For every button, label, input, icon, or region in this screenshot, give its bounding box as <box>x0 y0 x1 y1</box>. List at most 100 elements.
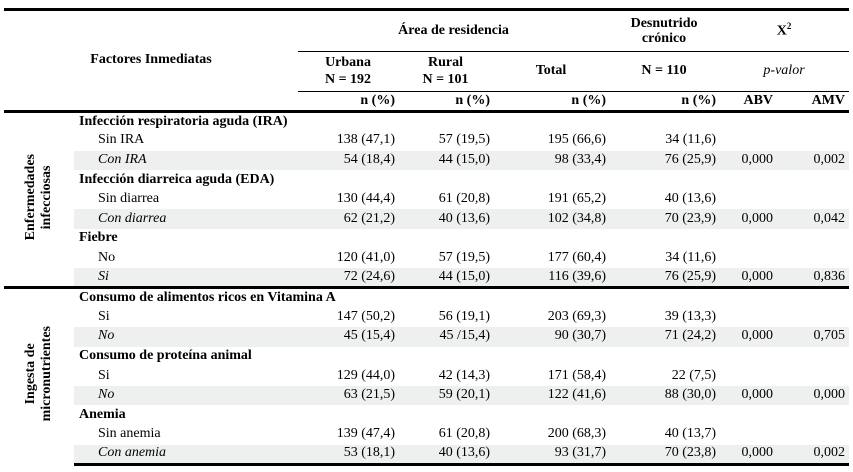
value-cell <box>719 366 781 386</box>
value-cell <box>781 249 849 269</box>
desnutrido-cronico-group-header: Desnutrido crónico <box>609 8 720 52</box>
value-cell: 147 (50,2) <box>336 308 396 324</box>
row-label-cell: Con anemia <box>74 444 299 466</box>
value-cell: 0,000 <box>719 268 782 288</box>
group-title-cell: Anemia <box>79 406 126 422</box>
table-row: No 120 (41,0) 57 (19,5) 177 (60,4) 34 (11,6) <box>4 249 849 269</box>
abv-column-header: ABV <box>719 91 782 113</box>
value-cell: 59 (20,1) <box>398 385 494 406</box>
table-row: Con anemia 53 (18,1) 40 (13,6) 93 (31,7) 70 … <box>4 444 850 466</box>
row-label-cell: Si <box>74 268 299 288</box>
value-cell <box>781 190 849 210</box>
table-row: No 63 (21,5) 59 (20,1) 122 (41,6) 88 (30,0) 0… <box>4 385 850 406</box>
group-title-cell: Consumo de proteína animal <box>79 348 252 364</box>
statistics-table: Factores Inmediatas Área de residencia D… <box>4 8 850 466</box>
value-cell: 139 (47,4) <box>336 426 396 442</box>
row-label-cell: Con diarrea <box>74 209 299 230</box>
group-title-row: Infección diarreica aguda (EDA) <box>4 170 849 190</box>
value-cell: 116 (39,6) <box>493 268 610 288</box>
section-side-label-cell: Ingesta de micronutrientes <box>4 286 74 465</box>
value-cell: 56 (19,1) <box>438 308 491 324</box>
value-cell: 44 (15,0) <box>398 150 494 171</box>
row-label-cell: No <box>74 327 299 347</box>
p-valor-column-header: p-valor <box>719 51 850 92</box>
value-cell: 70 (23,9) <box>609 209 720 230</box>
value-cell: 61 (20,8) <box>438 426 491 442</box>
group-title-row: Anemia <box>4 405 849 425</box>
value-cell: 138 (47,1) <box>336 132 396 148</box>
value-cell: 40 (13,6) <box>398 209 494 230</box>
group-title-row: Ingesta de micronutrientes Consumo de ali… <box>4 286 850 465</box>
n110-column-header: N = 110 <box>609 51 720 92</box>
value-cell <box>781 131 849 151</box>
row-label-cell: No <box>98 250 116 266</box>
value-cell: 191 (65,2) <box>547 191 607 207</box>
table-row: Sin diarrea 130 (44,4) 61 (20,8) 191 (65,2)… <box>4 190 849 210</box>
value-cell <box>781 366 849 386</box>
value-cell <box>719 131 781 151</box>
value-cell <box>719 190 781 210</box>
value-cell: 39 (13,3) <box>664 308 717 324</box>
value-cell: 130 (44,4) <box>336 191 396 207</box>
group-title-cell: Fiebre <box>79 230 118 246</box>
group-title-cell: Infección diarreica aguda (EDA) <box>79 171 275 187</box>
value-cell: 0,002 <box>781 444 850 466</box>
value-cell <box>719 307 781 327</box>
table-row: Si 72 (24,6) 44 (15,0) 116 (39,6) 76 (25,9) 0… <box>4 268 850 288</box>
value-cell: 177 (60,4) <box>547 250 607 266</box>
value-cell: 0,000 <box>719 444 782 466</box>
value-cell: 57 (19,5) <box>438 250 491 266</box>
value-cell: 54 (18,4) <box>298 150 399 171</box>
value-cell: 22 (7,5) <box>671 367 717 383</box>
npct-header-desnutrido: n (%) <box>609 91 720 113</box>
row-label-cell: Si <box>98 367 110 383</box>
table-row: No 45 (15,4) 45 /15,4) 90 (30,7) 71 (24,2) 0,… <box>4 327 850 347</box>
value-cell: 42 (14,3) <box>438 367 491 383</box>
table-header: Factores Inmediatas Área de residencia D… <box>4 8 850 113</box>
value-cell: 0,000 <box>719 385 782 406</box>
value-cell: 72 (24,6) <box>298 268 399 288</box>
table-row: Sin anemia 139 (47,4) 61 (20,8) 200 (68,3) 4… <box>4 425 849 445</box>
value-cell: 120 (41,0) <box>336 250 396 266</box>
value-cell <box>719 249 781 269</box>
value-cell: 0,000 <box>719 209 782 230</box>
header-row-units: n (%) n (%) n (%) n (%) ABV AMV <box>4 91 850 113</box>
value-cell: 40 (13,7) <box>664 426 717 442</box>
header-row-groups: Factores Inmediatas Área de residencia D… <box>4 8 850 113</box>
row-label-cell: Sin IRA <box>98 132 145 148</box>
chi-square-group-header: X2 <box>719 8 850 52</box>
value-cell: 88 (30,0) <box>609 385 720 406</box>
value-cell: 76 (25,9) <box>609 150 720 171</box>
value-cell: 40 (13,6) <box>664 191 717 207</box>
group-title-row: Fiebre <box>4 229 849 249</box>
table-row: Si 147 (50,2) 56 (19,1) 203 (69,3) 39 (13,3) <box>4 307 849 327</box>
value-cell: 45 (15,4) <box>298 327 399 347</box>
area-residencia-group-header: Área de residencia <box>298 8 610 52</box>
section-side-label: Enfermedades infecciosas <box>22 153 54 240</box>
value-cell: 171 (58,4) <box>547 367 607 383</box>
chi-square-symbol: X <box>776 23 787 39</box>
value-cell: 98 (33,4) <box>493 150 610 171</box>
group-title-cell: Infección respiratoria aguda (IRA) <box>79 113 288 129</box>
value-cell: 70 (23,8) <box>609 444 720 466</box>
table-body: Enfermedades infecciosas Infección respir… <box>4 112 850 466</box>
value-cell <box>781 425 849 445</box>
value-cell: 0,836 <box>781 268 850 288</box>
value-cell: 40 (13,6) <box>398 444 494 466</box>
value-cell: 44 (15,0) <box>398 268 494 288</box>
value-cell: 102 (34,8) <box>493 209 610 230</box>
value-cell: 61 (20,8) <box>438 191 491 207</box>
urbana-column-header: Urbana N = 192 <box>298 51 399 92</box>
table-row: Con diarrea 62 (21,2) 40 (13,6) 102 (34,8) 7… <box>4 209 850 230</box>
value-cell: 195 (66,6) <box>547 132 607 148</box>
value-cell: 63 (21,5) <box>298 385 399 406</box>
group-title-cell: Consumo de alimentos ricos en Vitamina A <box>74 286 850 308</box>
value-cell: 0,002 <box>781 150 850 171</box>
group-title-row: Enfermedades infecciosas Infección respir… <box>4 112 849 240</box>
value-cell: 34 (11,6) <box>665 132 717 148</box>
value-cell: 53 (18,1) <box>298 444 399 466</box>
section-side-label: Ingesta de micronutrientes <box>22 326 54 422</box>
section-side-label-cell: Enfermedades infecciosas <box>4 112 74 288</box>
chi-square-exponent: 2 <box>786 21 792 32</box>
